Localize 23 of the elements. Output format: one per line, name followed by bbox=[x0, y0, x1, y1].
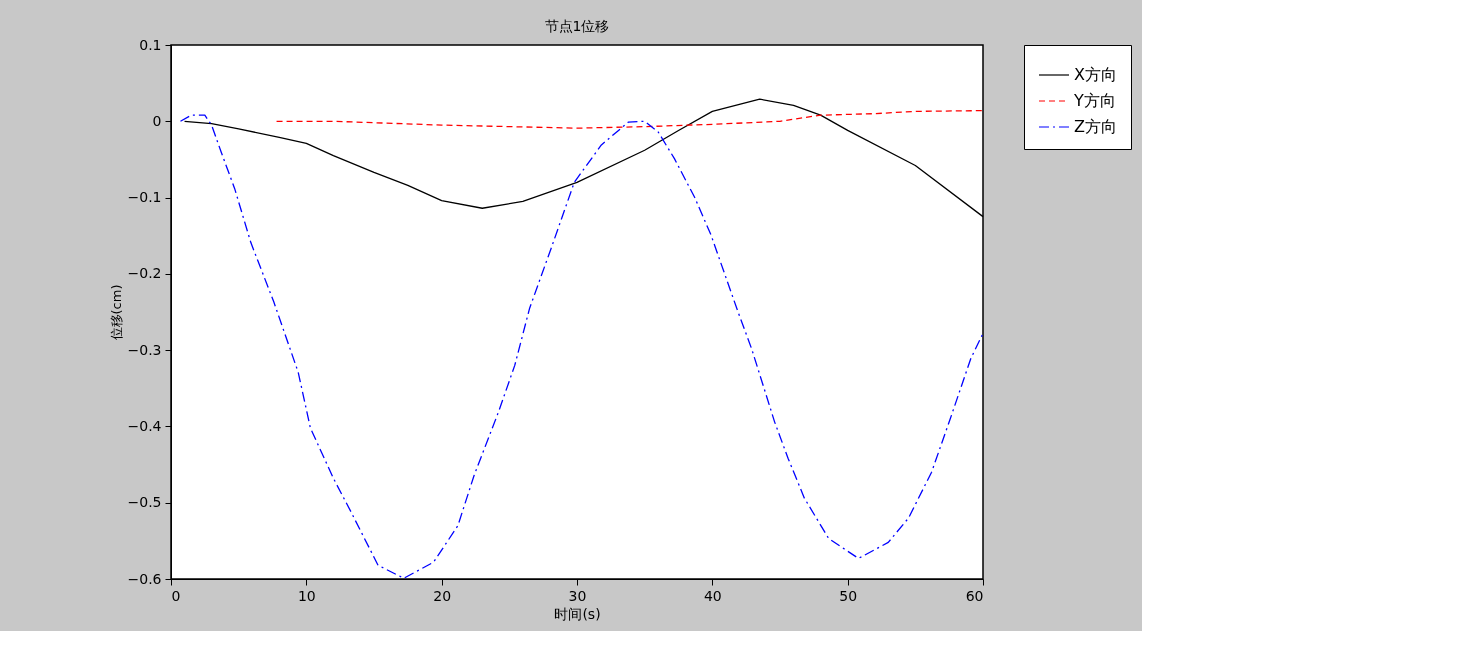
y-tick-label: −0.5 bbox=[127, 494, 162, 511]
x-tick-label: 10 bbox=[297, 587, 316, 604]
legend-label: X方向 bbox=[1074, 65, 1117, 84]
y-tick-label: −0.2 bbox=[127, 265, 162, 282]
y-tick-label: 0 bbox=[152, 112, 162, 129]
line-series bbox=[275, 109, 984, 129]
y-tick-label: −0.1 bbox=[127, 189, 162, 206]
y-axis-title: 位移(cm) bbox=[108, 284, 124, 341]
legend-label: Z方向 bbox=[1074, 117, 1117, 136]
y-tick-label: −0.3 bbox=[127, 341, 162, 358]
x-tick-label: 30 bbox=[568, 587, 587, 604]
x-tick-label: 60 bbox=[965, 587, 984, 604]
x-tick-label: 0 bbox=[171, 587, 181, 604]
x-tick-label: 50 bbox=[839, 587, 858, 604]
y-tick-label: 0.1 bbox=[139, 36, 162, 53]
legend-label: Y方向 bbox=[1073, 91, 1116, 110]
chart-title: 节点1位移 bbox=[544, 18, 610, 34]
x-tick-label: 20 bbox=[433, 587, 452, 604]
line-series bbox=[179, 114, 984, 579]
x-axis-title: 时间(s) bbox=[554, 605, 601, 622]
y-tick-label: −0.4 bbox=[127, 417, 162, 434]
y-tick-label: −0.6 bbox=[127, 570, 162, 587]
x-tick-label: 40 bbox=[703, 587, 722, 604]
